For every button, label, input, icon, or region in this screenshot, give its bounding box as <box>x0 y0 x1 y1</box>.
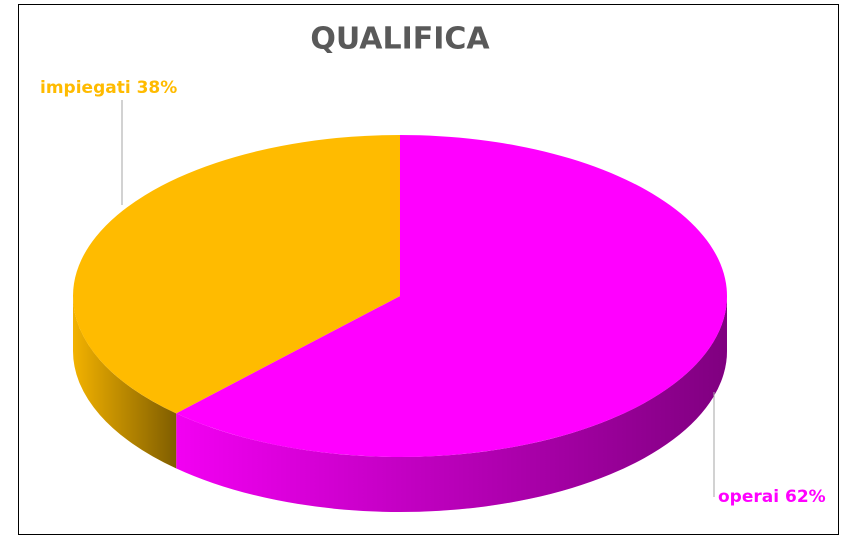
slice-side-shade <box>176 296 728 512</box>
label-value: 62% <box>785 487 826 507</box>
label-category: impiegati <box>40 78 131 98</box>
pie-tops <box>73 135 728 457</box>
pie-labels: operai 62% impiegati 38% <box>40 78 826 507</box>
label-category: operai <box>718 487 779 507</box>
label-value: 38% <box>137 78 178 98</box>
slice-side-shade <box>73 296 177 469</box>
chart-title: QUALIFICA <box>310 22 490 57</box>
data-label: operai 62% <box>718 487 826 507</box>
pie-slice <box>73 135 400 414</box>
pie-sides <box>73 296 728 512</box>
data-label: impiegati 38% <box>40 78 177 98</box>
pie-slice <box>176 135 728 457</box>
